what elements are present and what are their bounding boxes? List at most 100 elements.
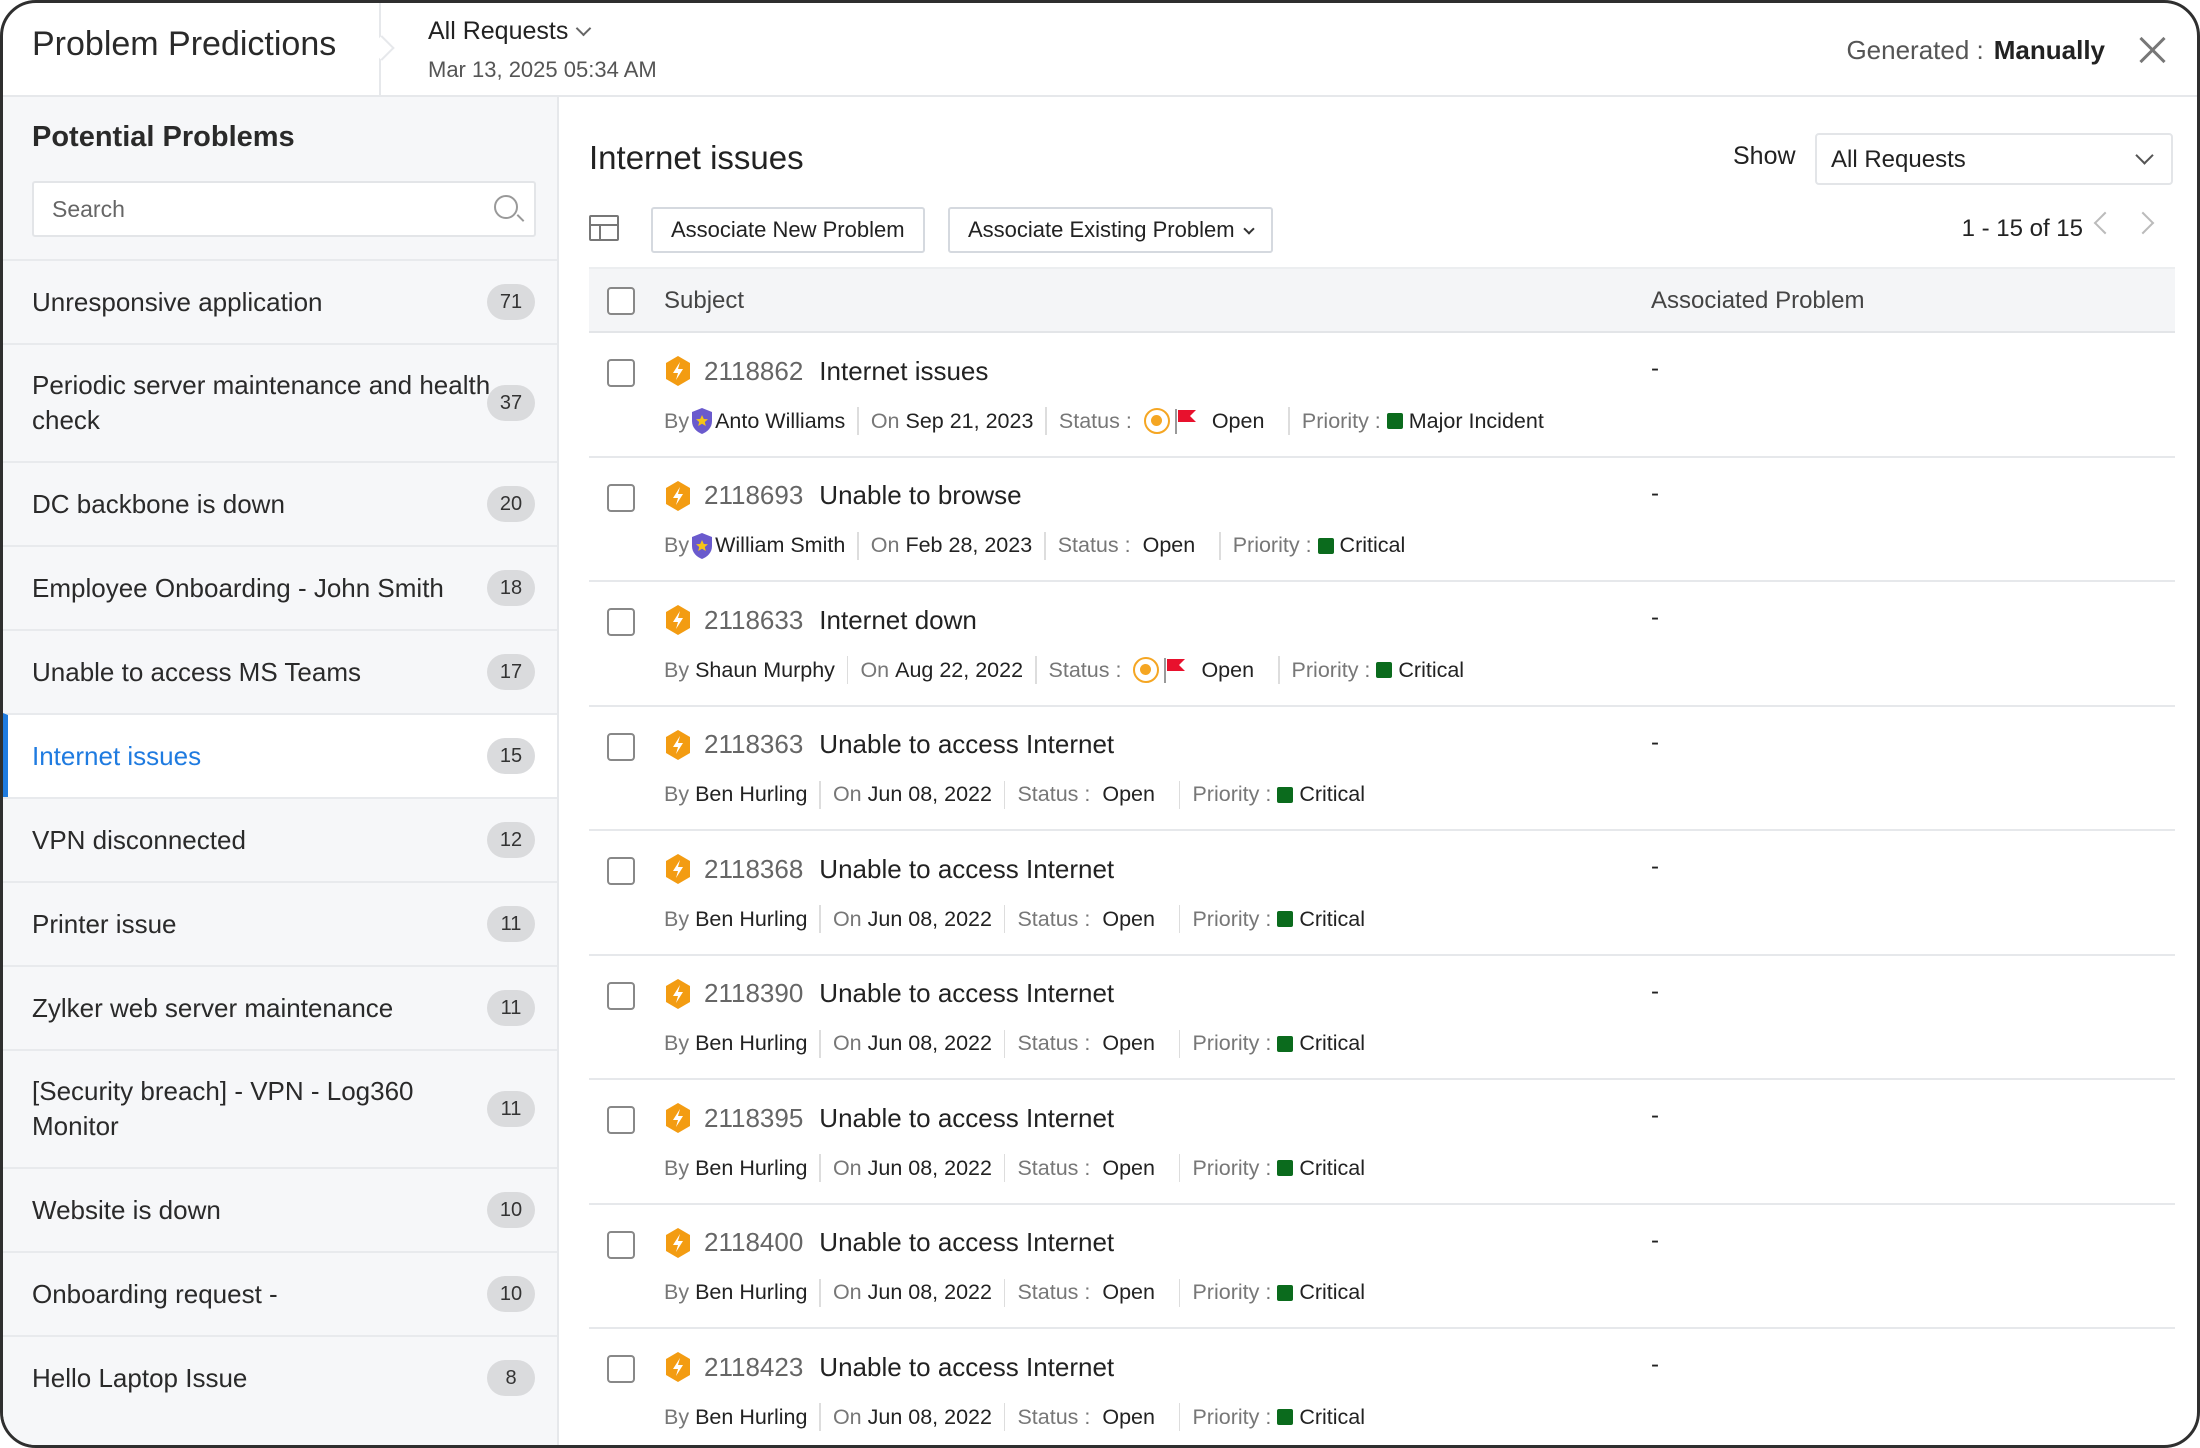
- associate-existing-problem-button[interactable]: Associate Existing Problem: [948, 207, 1273, 253]
- table-row[interactable]: 2118400 Unable to access Internet By Ben H…: [589, 1205, 2175, 1329]
- sidebar-item[interactable]: Internet issues 15: [3, 713, 557, 797]
- divider: [819, 1403, 821, 1431]
- sidebar-item[interactable]: Periodic server maintenance and health c…: [3, 343, 557, 461]
- divider: [1003, 1278, 1006, 1307]
- sidebar-item[interactable]: Hello Laptop Issue 8: [3, 1335, 557, 1419]
- priority-value: Critical: [1299, 1031, 1366, 1055]
- row-checkbox[interactable]: [607, 483, 635, 512]
- row-checkbox[interactable]: [607, 1355, 635, 1383]
- sidebar-item[interactable]: Employee Onboarding - John Smith 18: [3, 545, 557, 629]
- chevron-down-icon: [1242, 223, 1255, 235]
- sidebar-item[interactable]: Zylker web server maintenance 11: [3, 965, 557, 1049]
- request-id[interactable]: 2118390: [704, 978, 804, 1008]
- header: Problem Predictions All Requests Mar 13,…: [3, 3, 2197, 97]
- sidebar-item-label: Unresponsive application: [32, 286, 323, 317]
- sidebar-item[interactable]: Onboarding request - 10: [3, 1251, 557, 1335]
- generated-info: Generated : Manually: [1846, 35, 2105, 66]
- status-label: Status :: [1017, 1404, 1091, 1429]
- sidebar-item-label: DC backbone is down: [32, 488, 285, 519]
- priority-value: Critical: [1398, 657, 1465, 682]
- table-row[interactable]: 2118395 Unable to access Internet By Ben H…: [589, 1080, 2175, 1205]
- request-subject[interactable]: Unable to access Internet: [819, 853, 1115, 884]
- by-label: By: [664, 1155, 690, 1180]
- associated-problem: -: [1651, 728, 1659, 756]
- count-badge: 18: [487, 570, 535, 606]
- count-badge: 11: [487, 906, 535, 942]
- table-row[interactable]: 2118862 Internet issues By Anto Williams O…: [589, 333, 2175, 458]
- sidebar-item[interactable]: Website is down 10: [3, 1167, 557, 1251]
- priority-label: Priority :: [1291, 657, 1371, 682]
- sidebar-item[interactable]: Unable to access MS Teams 17: [3, 629, 557, 713]
- request-subject[interactable]: Unable to access Internet: [819, 729, 1115, 759]
- close-icon[interactable]: [2135, 33, 2169, 67]
- request-id[interactable]: 2118423: [704, 1351, 804, 1382]
- sidebar-item[interactable]: VPN disconnected 12: [3, 797, 557, 881]
- status-value: Open: [1102, 906, 1155, 931]
- request-id[interactable]: 2118862: [704, 355, 804, 386]
- row-checkbox[interactable]: [607, 1230, 635, 1259]
- search-icon[interactable]: [494, 195, 518, 219]
- count-badge: 8: [487, 1360, 535, 1396]
- request-id[interactable]: 2118368: [704, 853, 804, 884]
- divider: [1035, 656, 1037, 684]
- request-list: 2118862 Internet issues By Anto Williams O…: [589, 333, 2175, 1445]
- table-row[interactable]: 2118363 Unable to access Internet By Ben H…: [589, 707, 2175, 831]
- requester-name: Ben Hurling: [695, 1031, 808, 1055]
- request-subject[interactable]: Unable to access Internet: [819, 1351, 1115, 1382]
- chevron-down-icon: [576, 20, 592, 37]
- view-selector[interactable]: All Requests: [428, 17, 592, 46]
- table-row[interactable]: 2118693 Unable to browse By William Smith …: [589, 458, 2175, 582]
- table-row[interactable]: 2118390 Unable to access Internet By Ben H…: [589, 956, 2175, 1080]
- row-checkbox[interactable]: [607, 981, 635, 1010]
- count-badge: 17: [487, 654, 535, 690]
- table-settings-icon[interactable]: [589, 215, 619, 241]
- row-checkbox[interactable]: [607, 1106, 635, 1134]
- on-label: On: [870, 408, 900, 433]
- row-checkbox[interactable]: [607, 359, 635, 387]
- priority-label: Priority :: [1192, 1031, 1272, 1055]
- table-row[interactable]: 2118633 Internet down By Shaun Murphy On A…: [589, 582, 2175, 707]
- select-all-checkbox[interactable]: [607, 287, 635, 315]
- priority-color-icon: [1386, 413, 1403, 429]
- request-id[interactable]: 2118363: [704, 729, 804, 759]
- sidebar-item[interactable]: Unresponsive application 71: [3, 259, 557, 343]
- row-checkbox[interactable]: [607, 732, 635, 761]
- sidebar-item[interactable]: Printer issue 11: [3, 881, 557, 965]
- table-row[interactable]: 2118423 Unable to access Internet By Ben H…: [589, 1329, 2175, 1445]
- sidebar-item[interactable]: [Security breach] - VPN - Log360 Monitor…: [3, 1049, 557, 1167]
- request-icon: [666, 1103, 690, 1133]
- by-label: By: [664, 657, 690, 682]
- column-associated-problem[interactable]: Associated Problem: [1651, 287, 1865, 314]
- show-filter-select[interactable]: All Requests: [1815, 133, 2173, 185]
- sidebar: Potential Problems Unresponsive applicat…: [3, 97, 559, 1445]
- row-checkbox[interactable]: [607, 608, 635, 636]
- column-subject[interactable]: Subject: [664, 287, 745, 314]
- request-subject[interactable]: Unable to access Internet: [819, 1227, 1115, 1257]
- request-icon: [666, 1352, 690, 1382]
- count-badge: 12: [487, 822, 535, 858]
- table-row[interactable]: 2118368 Unable to access Internet By Ben H…: [589, 831, 2175, 956]
- status-value: Open: [1142, 533, 1196, 557]
- request-subject[interactable]: Internet issues: [819, 355, 989, 386]
- search-input[interactable]: [34, 183, 474, 235]
- divider: [1178, 1029, 1181, 1058]
- sidebar-item[interactable]: DC backbone is down 20: [3, 461, 557, 545]
- requester-name: Ben Hurling: [695, 782, 808, 806]
- request-id[interactable]: 2118395: [704, 1102, 804, 1133]
- next-page-icon[interactable]: [2131, 211, 2155, 235]
- request-subject[interactable]: Internet down: [819, 604, 977, 635]
- priority-value: Critical: [1299, 1404, 1366, 1429]
- request-id[interactable]: 2118633: [704, 604, 804, 635]
- sidebar-item-label: Periodic server maintenance and health c…: [32, 370, 491, 435]
- previous-page-icon[interactable]: [2093, 211, 2117, 235]
- request-subject[interactable]: Unable to browse: [819, 480, 1022, 510]
- request-subject[interactable]: Unable to access Internet: [819, 1102, 1115, 1133]
- divider: [819, 780, 821, 809]
- on-label: On: [832, 1155, 862, 1180]
- request-subject[interactable]: Unable to access Internet: [819, 978, 1115, 1008]
- associate-new-problem-button[interactable]: Associate New Problem: [651, 207, 925, 253]
- request-id[interactable]: 2118693: [704, 480, 804, 510]
- request-id[interactable]: 2118400: [704, 1227, 804, 1257]
- row-checkbox[interactable]: [607, 857, 635, 885]
